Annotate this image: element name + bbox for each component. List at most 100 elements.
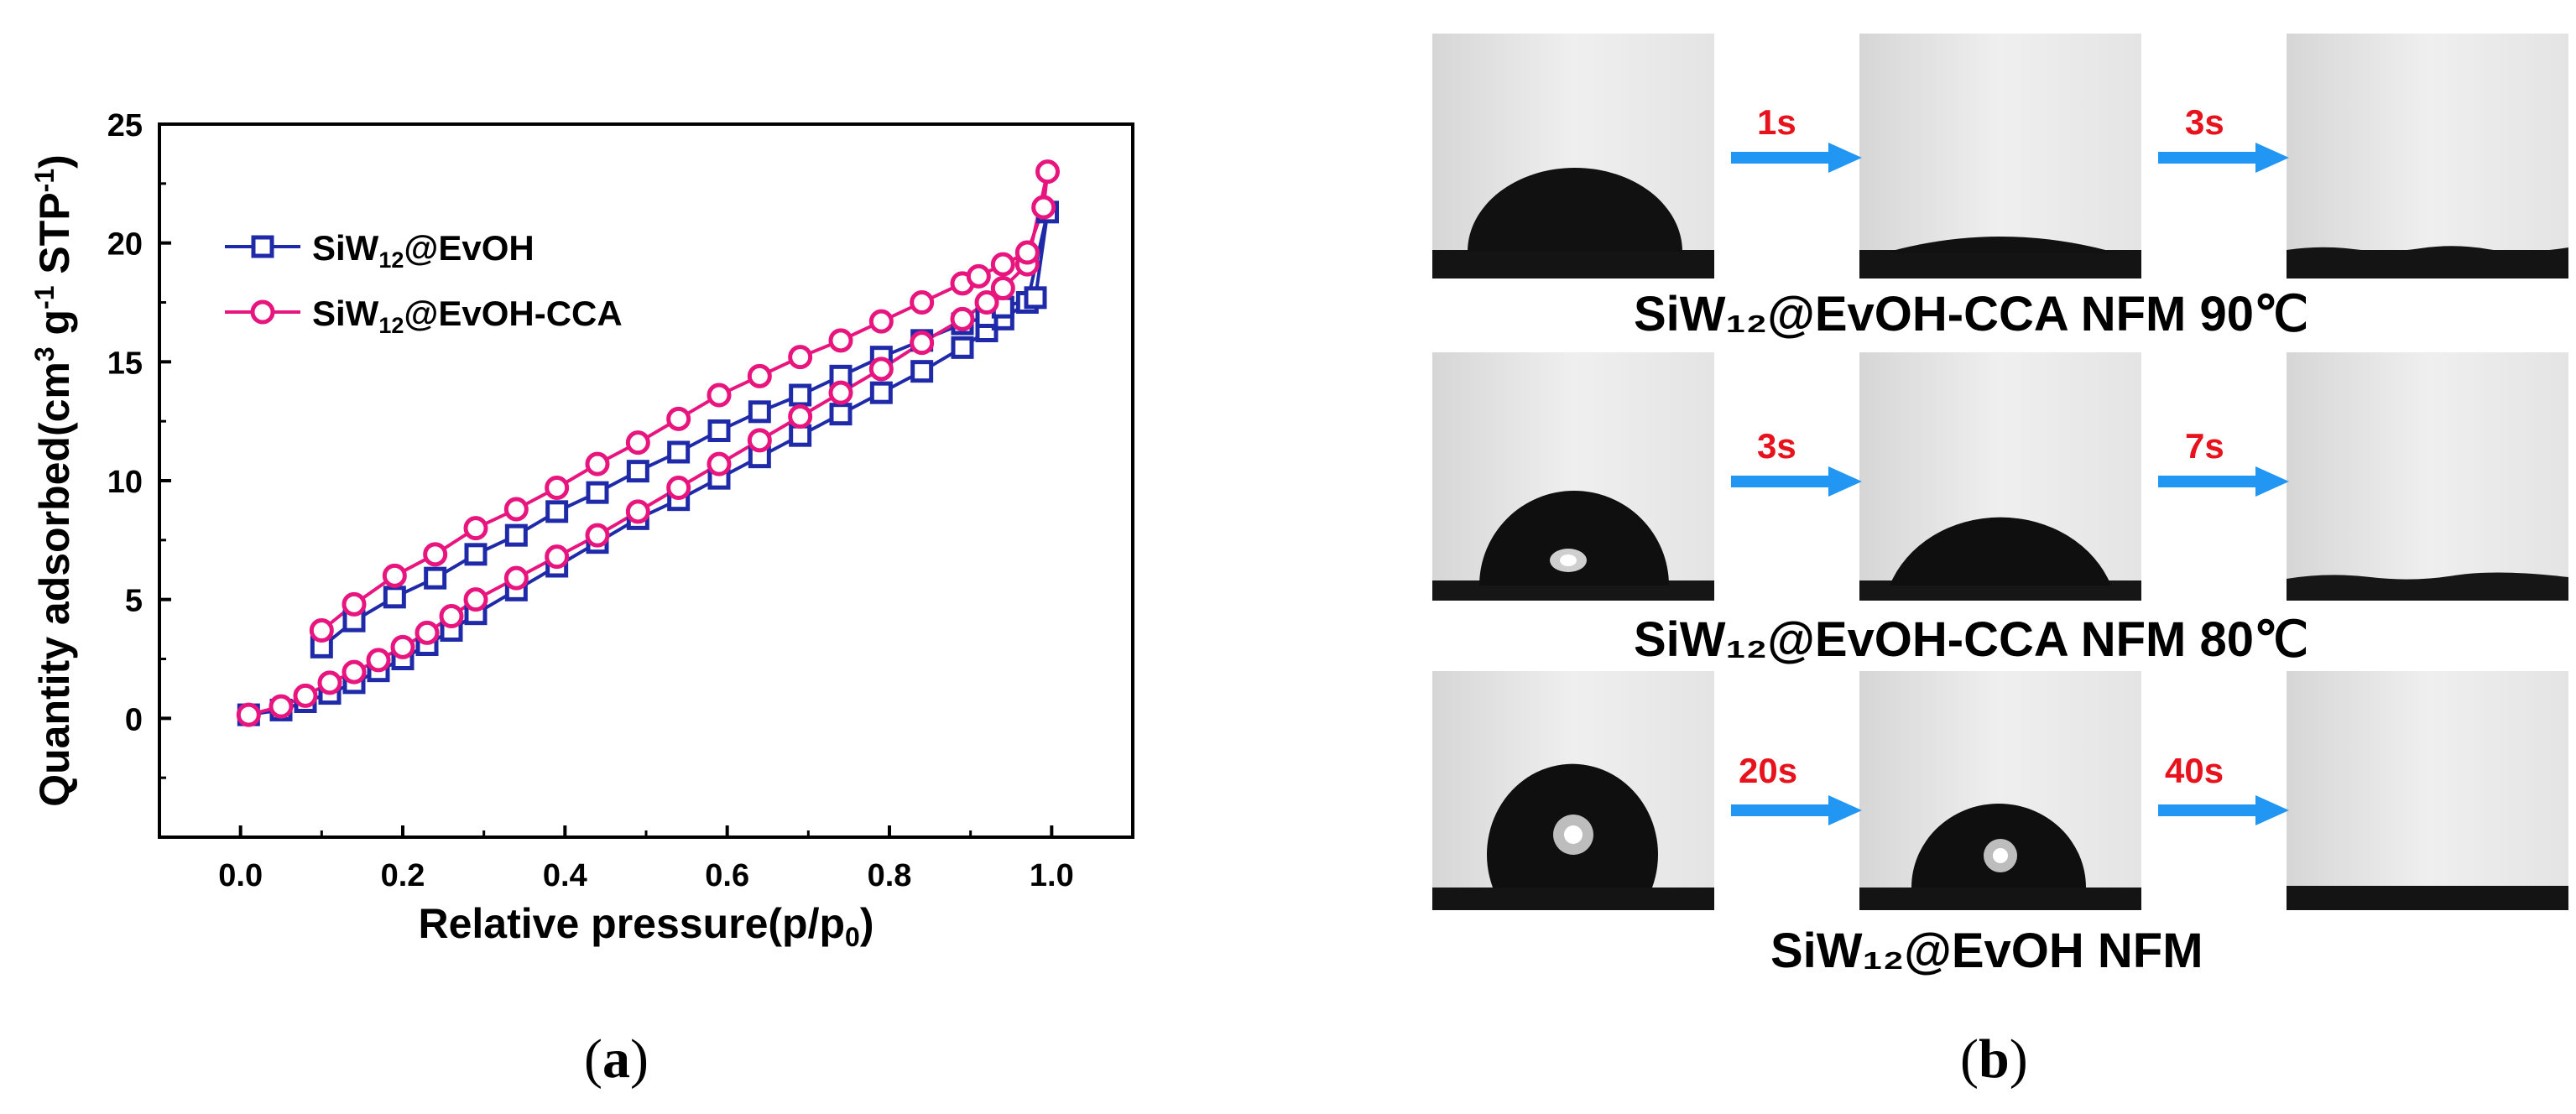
photo-row3-mid xyxy=(1859,671,2141,910)
data-point-siw12-evoh-cca-adsorption xyxy=(828,380,853,405)
data-point-siw12-evoh-cca-adsorption xyxy=(707,451,732,476)
arrow-icon xyxy=(2158,466,2289,497)
data-point-siw12-evoh-cca-adsorption xyxy=(342,659,367,685)
data-point-siw12-evoh-cca-desorption xyxy=(666,406,691,431)
time-label-row3-a: 20s xyxy=(1739,751,1798,790)
panel-b-label: (b) xyxy=(1960,1028,2028,1091)
data-point-siw12-evoh-cca-adsorption xyxy=(990,276,1015,300)
data-point-siw12-evoh-desorption xyxy=(464,543,488,566)
data-point-siw12-evoh-cca-desorption xyxy=(910,290,935,315)
data-point-siw12-evoh-cca-desorption xyxy=(747,363,772,388)
x-tick-label: 0.0 xyxy=(218,858,263,893)
photo-row2-mid xyxy=(1859,352,2141,601)
chart-legend: SiW12@EvOH SiW12@EvOH-CCA xyxy=(225,228,623,338)
data-point-siw12-evoh-cca-desorption xyxy=(868,309,894,334)
data-point-siw12-evoh-cca-desorption xyxy=(788,345,813,370)
data-point-siw12-evoh-cca-desorption xyxy=(309,618,334,643)
panel-a-open: ( xyxy=(584,1028,602,1090)
legend-marker-siw12-evoh-cca xyxy=(250,299,275,325)
photo-row1-initial xyxy=(1432,34,1714,278)
photo-row1-mid xyxy=(1859,34,2141,278)
data-point-siw12-evoh-cca-adsorption xyxy=(868,357,894,382)
data-point-siw12-evoh-cca-desorption xyxy=(990,252,1015,277)
data-point-siw12-evoh-cca-adsorption xyxy=(788,404,813,429)
panel-a-label: (a) xyxy=(584,1028,649,1091)
data-point-siw12-evoh-cca-adsorption xyxy=(366,648,391,673)
panel-a-letter: a xyxy=(602,1028,630,1090)
data-point-siw12-evoh-cca-desorption xyxy=(423,542,448,567)
data-point-siw12-evoh-cca-desorption xyxy=(707,383,732,408)
y-tick-label: 5 xyxy=(125,584,143,619)
data-point-siw12-evoh-cca-desorption xyxy=(545,476,570,500)
data-point-siw12-evoh-cca-adsorption xyxy=(910,331,935,356)
data-point-siw12-evoh-desorption xyxy=(383,586,406,609)
data-point-siw12-evoh-desorption xyxy=(789,383,812,407)
data-point-siw12-evoh-cca-desorption xyxy=(382,563,407,588)
y-tick-label: 10 xyxy=(107,465,143,500)
x-axis-title: Relative pressure(p/p0) xyxy=(419,900,874,952)
data-point-siw12-evoh-desorption xyxy=(707,419,731,442)
arrow-icon xyxy=(1731,795,1862,825)
series-line-siw12-evoh-cca-desorption xyxy=(321,171,1050,632)
data-point-siw12-evoh-cca-adsorption xyxy=(463,587,488,612)
data-point-siw12-evoh-cca-adsorption xyxy=(503,565,529,591)
arrow-icon xyxy=(1731,466,1862,497)
panel-b-open: ( xyxy=(1960,1028,1979,1090)
photo-row3-initial xyxy=(1432,671,1714,910)
time-label-row1-b: 3s xyxy=(2185,102,2224,142)
legend-label-siw12-evoh: SiW12@EvOH xyxy=(312,228,534,273)
photo-row2-final xyxy=(2287,352,2568,601)
data-point-siw12-evoh-desorption xyxy=(1024,286,1047,310)
data-point-siw12-evoh-cca-desorption xyxy=(1014,240,1040,265)
arrow-icon xyxy=(2158,795,2289,825)
y-tick-label: 0 xyxy=(125,702,143,737)
data-point-siw12-evoh-cca-adsorption xyxy=(317,670,342,695)
legend-label-siw12-evoh-cca: SiW12@EvOH-CCA xyxy=(312,294,623,338)
photo-row3-final xyxy=(2287,671,2568,910)
data-point-siw12-evoh-desorption xyxy=(504,523,528,547)
data-point-siw12-evoh-cca-desorption xyxy=(828,328,853,353)
data-point-siw12-evoh-cca-adsorption xyxy=(439,604,464,628)
arrow-icon xyxy=(2158,143,2289,173)
data-point-siw12-evoh-cca-desorption xyxy=(966,263,991,289)
x-tick-label: 1.0 xyxy=(1030,858,1074,893)
data-point-siw12-evoh-cca-desorption xyxy=(1031,195,1056,220)
y-axis-title: Quantity adsorbed(cm3 g-1 STP-1) xyxy=(29,154,78,807)
data-point-siw12-evoh-cca-desorption xyxy=(585,451,610,476)
y-tick-label: 25 xyxy=(107,108,143,143)
x-tick-label: 0.8 xyxy=(868,858,912,893)
photo-row1-final xyxy=(2287,34,2568,278)
data-point-siw12-evoh-cca-desorption xyxy=(503,497,529,522)
row1-caption: SiW₁₂@EvOH-CCA NFM 90℃ xyxy=(1634,287,2309,341)
legend-marker-siw12-evoh xyxy=(251,235,274,258)
x-tick-label: 0.2 xyxy=(381,858,425,893)
data-point-siw12-evoh-cca-adsorption xyxy=(415,620,440,645)
time-label-row3-b: 40s xyxy=(2165,751,2224,790)
data-point-siw12-evoh-desorption xyxy=(748,400,771,424)
data-point-siw12-evoh-cca-adsorption xyxy=(747,428,772,453)
panel-b-close: ) xyxy=(2009,1028,2028,1090)
x-tick-label: 0.4 xyxy=(543,858,587,893)
time-label-row1-a: 1s xyxy=(1757,102,1796,142)
y-tick-label: 20 xyxy=(107,227,143,263)
data-point-siw12-evoh-desorption xyxy=(586,481,609,504)
data-point-siw12-evoh-cca-adsorption xyxy=(293,683,318,708)
time-label-row2-b: 7s xyxy=(2185,426,2224,466)
data-point-siw12-evoh-desorption xyxy=(545,500,569,523)
data-point-siw12-evoh-cca-adsorption xyxy=(1035,159,1060,185)
x-tick-label: 0.6 xyxy=(705,858,749,893)
data-point-siw12-evoh-desorption xyxy=(667,440,691,464)
row2-caption: SiW₁₂@EvOH-CCA NFM 80℃ xyxy=(1634,612,2309,667)
data-point-siw12-evoh-cca-adsorption xyxy=(390,634,415,659)
panel-b-letter: b xyxy=(1978,1028,2010,1090)
data-point-siw12-evoh-adsorption xyxy=(951,336,974,359)
data-point-siw12-evoh-desorption xyxy=(626,460,649,483)
photo-row2-initial xyxy=(1432,352,1714,601)
data-point-siw12-evoh-cca-adsorption xyxy=(625,499,650,524)
data-point-siw12-evoh-cca-adsorption xyxy=(236,702,261,727)
time-label-row2-a: 3s xyxy=(1757,426,1796,466)
data-point-siw12-evoh-cca-adsorption xyxy=(974,290,999,315)
y-tick-label: 15 xyxy=(107,346,143,381)
data-point-siw12-evoh-cca-desorption xyxy=(625,430,650,455)
panel-a-close: ) xyxy=(629,1028,649,1090)
